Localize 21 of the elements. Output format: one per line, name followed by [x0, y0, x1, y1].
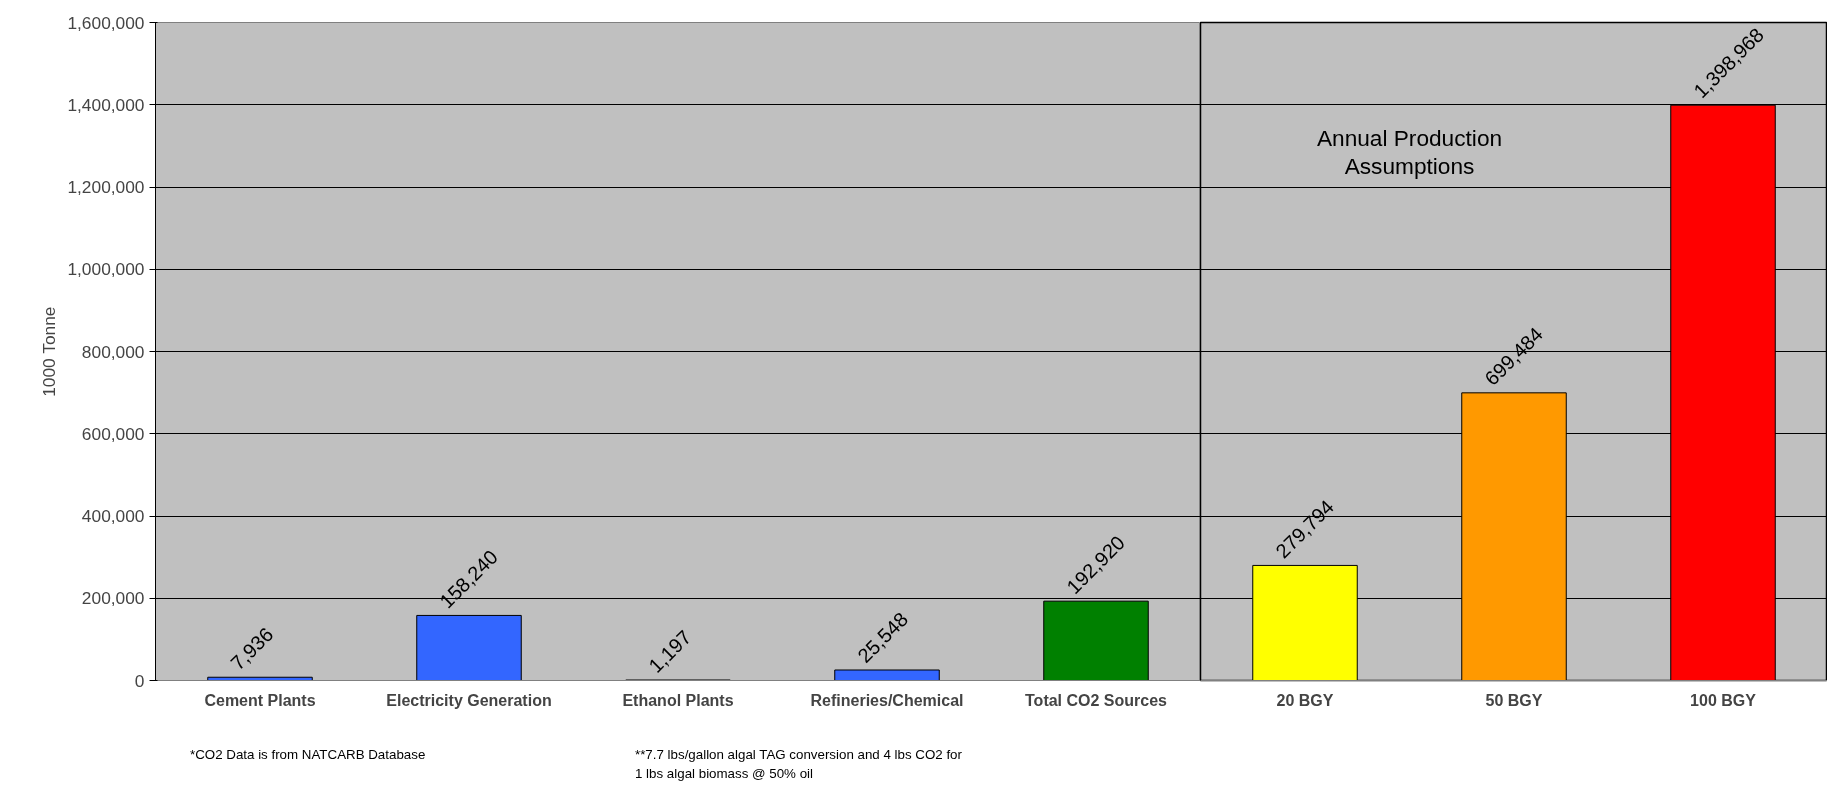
x-tick-label: Cement Plants	[204, 691, 316, 709]
y-tick-label: 800,000	[81, 341, 145, 362]
x-tick-label: Refineries/Chemical	[810, 691, 964, 709]
y-axis-title: 1000 Tonne	[39, 306, 60, 397]
y-tick-label: 1,000,000	[67, 259, 145, 280]
x-tick-label: Ethanol Plants	[622, 691, 734, 709]
x-tick-label: 20 BGY	[1276, 691, 1334, 709]
y-tick-label: 0	[134, 670, 145, 691]
annotation: Annual Production Assumptions	[1316, 124, 1503, 179]
y-tick-label: 400,000	[81, 506, 145, 526]
y-tick-label: 1,600,000	[67, 12, 145, 33]
x-tick-label: Electricity Generation	[386, 691, 552, 709]
y-tick-label: 600,000	[81, 423, 145, 444]
text: **7.7 lbs/gallon algal TAG conversion and 4 lbs CO2 for 1 lbs algal biomass @ 50% oil	[635, 746, 963, 784]
x-tick-label: 50 BGY	[1485, 691, 1543, 709]
y-tick-label: 1,400,000	[67, 94, 145, 115]
x-tick-label: 100 BGY	[1690, 691, 1757, 709]
y-tick-label: 1,200,000	[67, 177, 145, 197]
x-tick-label: Total CO2 Sources	[1025, 691, 1168, 709]
y-tick-label: 200,000	[81, 588, 145, 609]
text: *CO2 Data is from NATCARB Database	[190, 746, 426, 764]
